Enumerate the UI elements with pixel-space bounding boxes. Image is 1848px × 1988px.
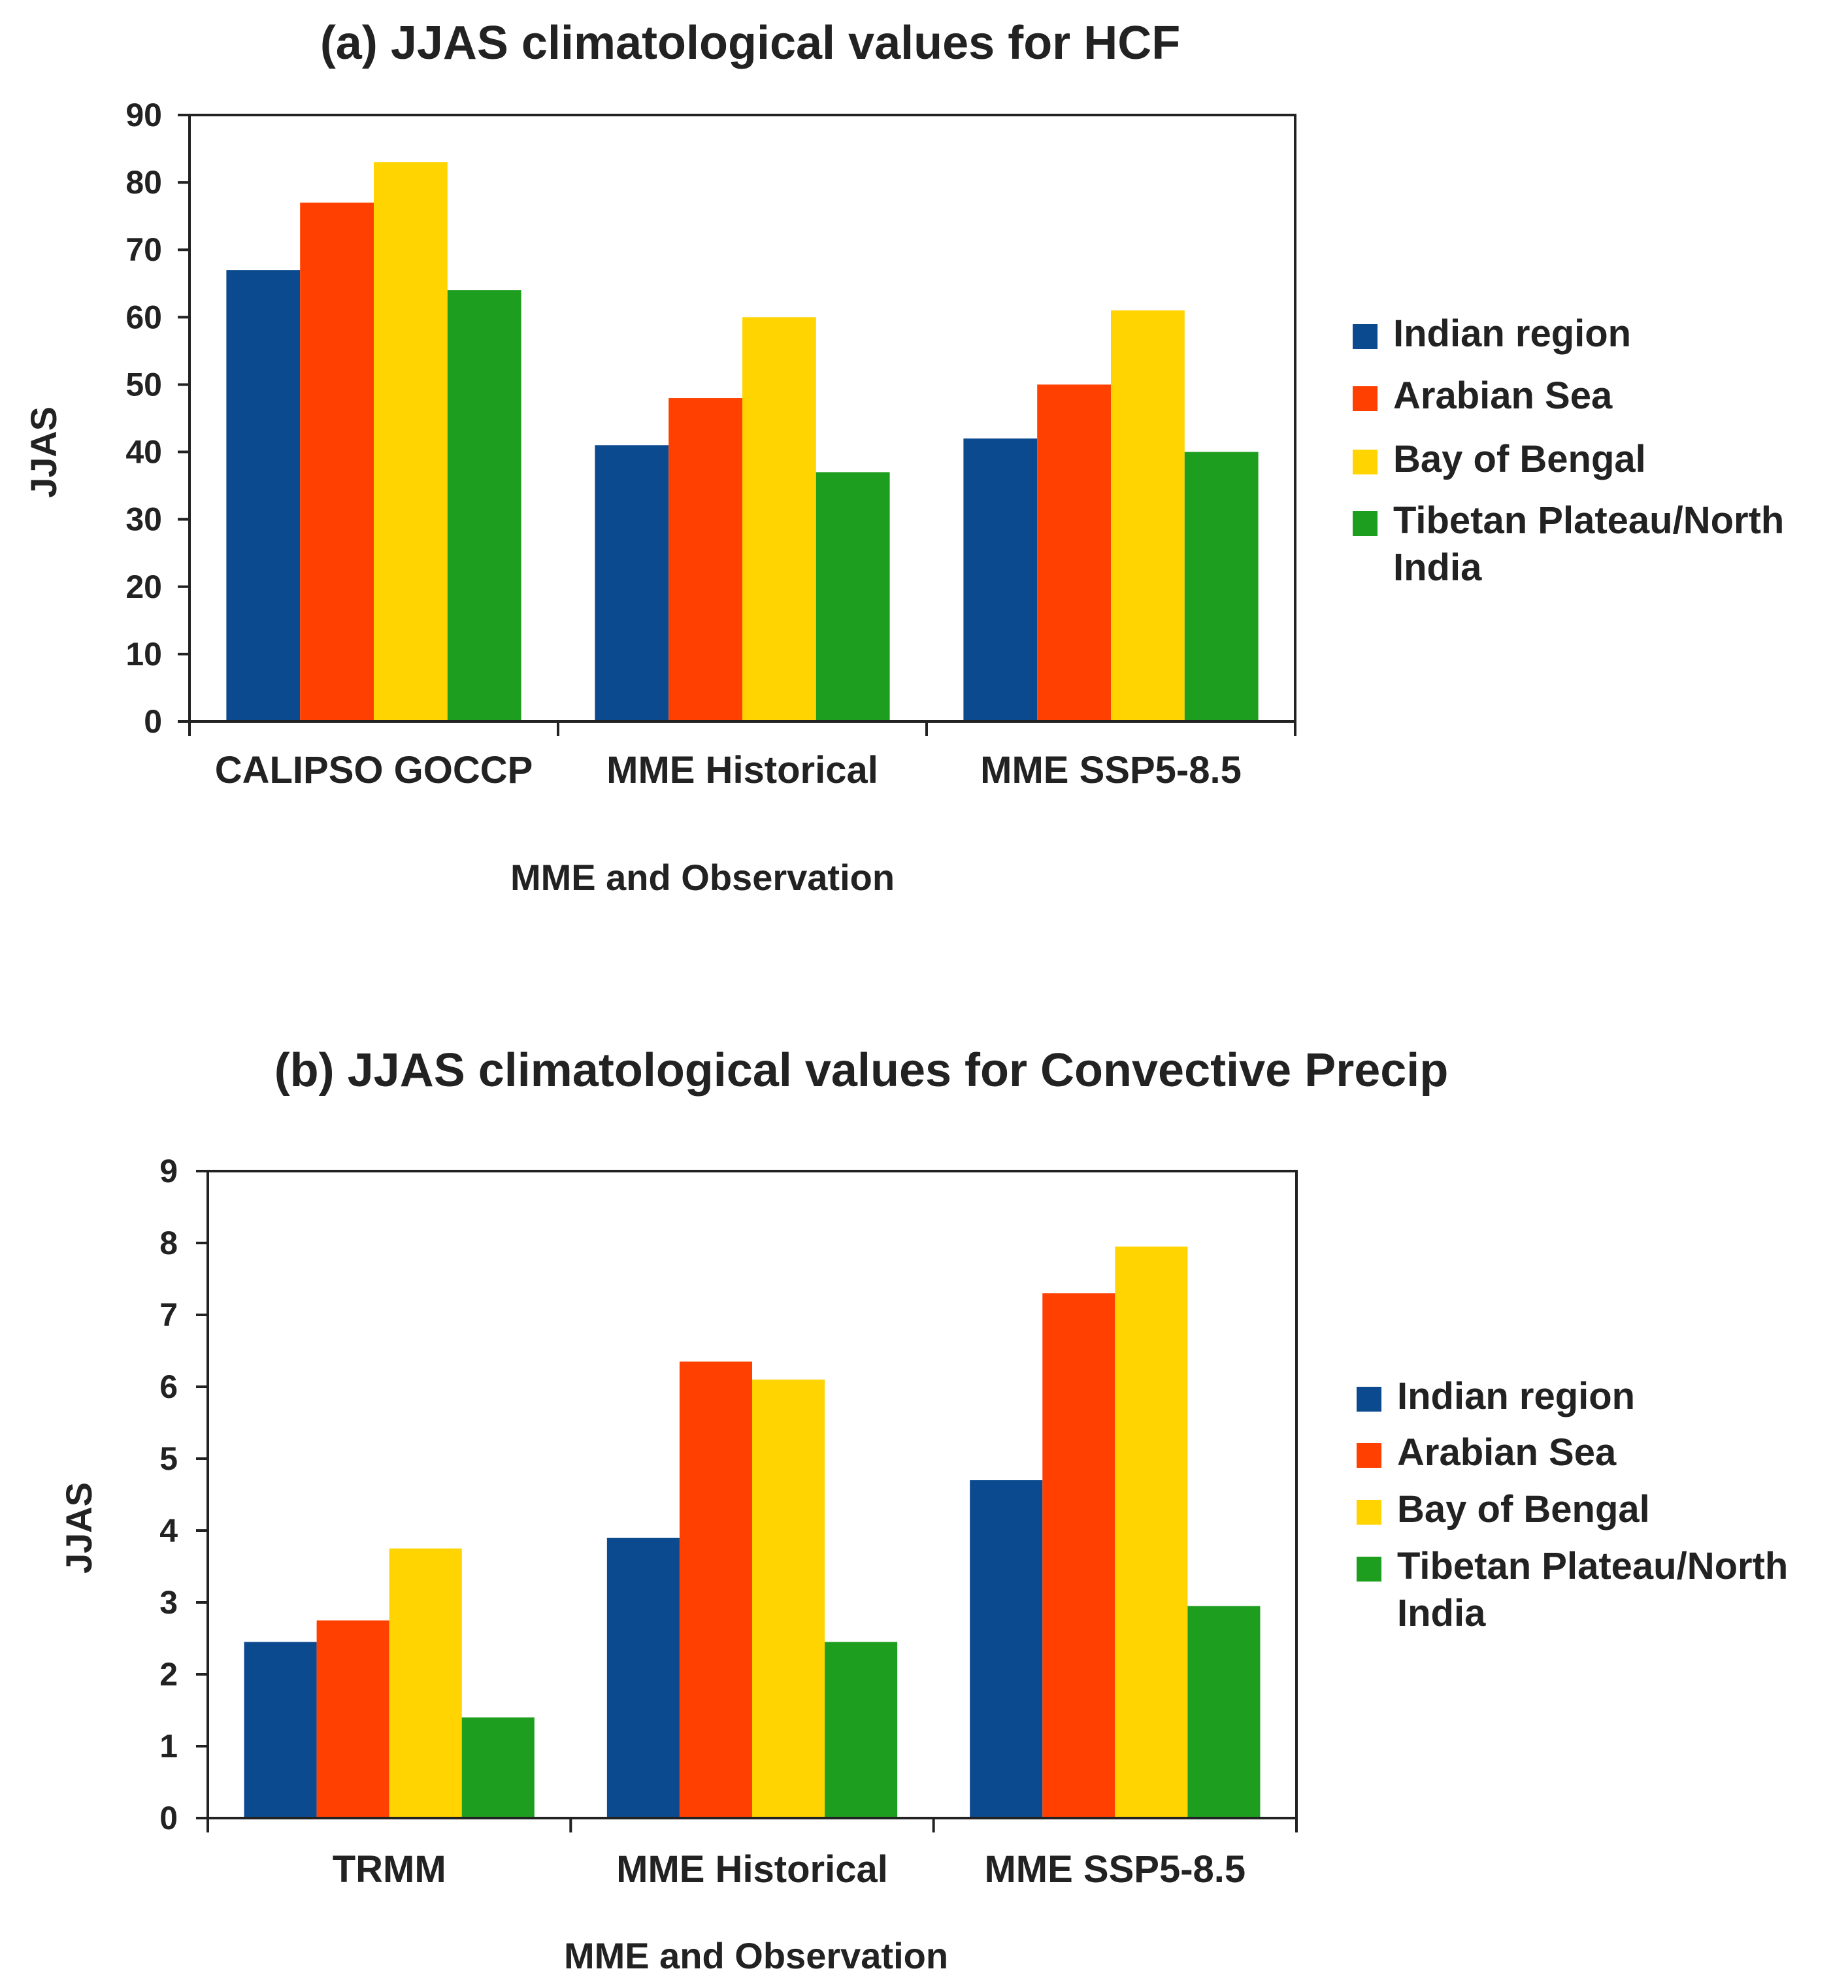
chart-a-bar-indian-region-2 bbox=[595, 445, 669, 721]
chart-a-legend-label: Tibetan Plateau/North bbox=[1393, 499, 1784, 542]
chart-a-bar-indian-region-3 bbox=[963, 438, 1038, 721]
chart-a-ytick-label: 0 bbox=[144, 703, 162, 740]
chart-a-bar-indian-region-1 bbox=[226, 270, 301, 722]
chart-b-ytick-label: 2 bbox=[159, 1656, 178, 1693]
chart-a-ytick-label: 80 bbox=[125, 164, 162, 201]
chart-b-legend-label: Indian region bbox=[1397, 1375, 1635, 1417]
chart-b-bar-indian-region-3 bbox=[970, 1480, 1043, 1818]
chart-a-legend-label: Indian region bbox=[1393, 312, 1631, 355]
chart-b-bar-indian-region-1 bbox=[244, 1642, 317, 1818]
chart-b-legend-swatch bbox=[1357, 1387, 1381, 1412]
chart-a-ylabel: JJAS bbox=[23, 406, 64, 498]
chart-a-legend-label: Bay of Bengal bbox=[1393, 438, 1646, 480]
chart-b-ytick-label: 0 bbox=[159, 1800, 178, 1836]
chart-a: (a) JJAS climatological values for HCF J… bbox=[23, 17, 1784, 898]
chart-b-bar-indian-region-2 bbox=[606, 1538, 680, 1818]
chart-b-bar-arabian-sea-1 bbox=[316, 1620, 389, 1818]
chart-b-legend-swatch bbox=[1357, 1500, 1381, 1525]
chart-b-ytick-label: 4 bbox=[159, 1512, 178, 1549]
chart-b-bar-arabian-sea-3 bbox=[1042, 1293, 1115, 1818]
chart-b-ytick-label: 8 bbox=[159, 1225, 178, 1261]
chart-a-bar-arabian-sea-3 bbox=[1037, 384, 1111, 721]
chart-b: (b) JJAS climatological values for Conve… bbox=[58, 1044, 1788, 1976]
chart-b-title: (b) JJAS climatological values for Conve… bbox=[274, 1044, 1449, 1097]
chart-a-xlabel: MME and Observation bbox=[510, 857, 895, 898]
chart-a-ytick-label: 70 bbox=[125, 231, 162, 268]
chart-b-category-label: MME Historical bbox=[616, 1848, 888, 1891]
chart-b-ytick-label: 7 bbox=[159, 1297, 178, 1333]
chart-a-bar-arabian-sea-1 bbox=[300, 203, 374, 721]
chart-b-legend-label: Bay of Bengal bbox=[1397, 1488, 1650, 1531]
chart-b-bar-bay-of-bengal-3 bbox=[1115, 1246, 1188, 1818]
chart-b-bar-bay-of-bengal-1 bbox=[389, 1548, 462, 1818]
chart-b-ytick-label: 5 bbox=[159, 1440, 178, 1477]
chart-a-category-label: CALIPSO GOCCP bbox=[215, 749, 533, 791]
chart-a-ytick-label: 40 bbox=[125, 434, 162, 471]
chart-a-title: (a) JJAS climatological values for HCF bbox=[320, 17, 1180, 69]
chart-a-plot-frame bbox=[188, 114, 1296, 723]
chart-a-bar-tibetan-plateau-north-india-1 bbox=[447, 290, 521, 722]
chart-b-legend-label: India bbox=[1397, 1592, 1486, 1634]
chart-a-legend-label: India bbox=[1393, 546, 1482, 589]
chart-b-legend-swatch bbox=[1357, 1557, 1381, 1582]
chart-a-category-label: MME SSP5-8.5 bbox=[980, 749, 1242, 791]
chart-b-ytick-label: 6 bbox=[159, 1368, 178, 1405]
chart-a-bar-bay-of-bengal-1 bbox=[374, 162, 448, 721]
chart-b-bar-bay-of-bengal-2 bbox=[752, 1380, 825, 1818]
chart-a-legend-swatch bbox=[1353, 386, 1378, 411]
chart-a-legend-swatch bbox=[1353, 324, 1378, 349]
chart-b-bar-tibetan-plateau-north-india-1 bbox=[461, 1717, 535, 1818]
chart-a-legend-swatch bbox=[1353, 511, 1378, 536]
chart-b-ylabel: JJAS bbox=[58, 1482, 99, 1574]
chart-a-ytick-label: 30 bbox=[125, 501, 162, 538]
chart-b-legend-label: Arabian Sea bbox=[1397, 1431, 1617, 1474]
chart-a-bar-bay-of-bengal-3 bbox=[1111, 310, 1185, 721]
chart-b-ytick-label: 3 bbox=[159, 1584, 178, 1621]
chart-a-category-label: MME Historical bbox=[606, 749, 878, 791]
chart-b-bar-arabian-sea-2 bbox=[679, 1361, 752, 1818]
chart-a-bar-arabian-sea-2 bbox=[668, 398, 742, 721]
chart-a-ytick-label: 20 bbox=[125, 569, 162, 605]
chart-a-legend-label: Arabian Sea bbox=[1393, 374, 1613, 417]
chart-b-category-label: TRMM bbox=[333, 1848, 446, 1891]
chart-a-ytick-label: 60 bbox=[125, 299, 162, 335]
chart-b-ytick-label: 9 bbox=[159, 1153, 178, 1189]
chart-a-ytick-label: 10 bbox=[125, 636, 162, 672]
chart-b-category-label: MME SSP5-8.5 bbox=[984, 1848, 1246, 1891]
chart-b-plot-frame bbox=[206, 1170, 1298, 1819]
chart-b-legend-label: Tibetan Plateau/North bbox=[1397, 1545, 1788, 1587]
chart-a-ytick-label: 90 bbox=[125, 97, 162, 133]
chart-b-xlabel: MME and Observation bbox=[564, 1935, 948, 1976]
chart-b-bar-tibetan-plateau-north-india-2 bbox=[825, 1642, 898, 1818]
chart-a-bar-tibetan-plateau-north-india-2 bbox=[816, 472, 890, 721]
chart-b-legend-swatch bbox=[1357, 1443, 1381, 1468]
chart-a-bar-tibetan-plateau-north-india-3 bbox=[1184, 452, 1259, 721]
chart-a-bar-bay-of-bengal-2 bbox=[742, 317, 816, 721]
chart-a-legend-swatch bbox=[1353, 450, 1378, 474]
chart-a-ytick-label: 50 bbox=[125, 366, 162, 403]
chart-b-ytick-label: 1 bbox=[159, 1728, 178, 1764]
chart-b-bar-tibetan-plateau-north-india-3 bbox=[1187, 1606, 1261, 1818]
